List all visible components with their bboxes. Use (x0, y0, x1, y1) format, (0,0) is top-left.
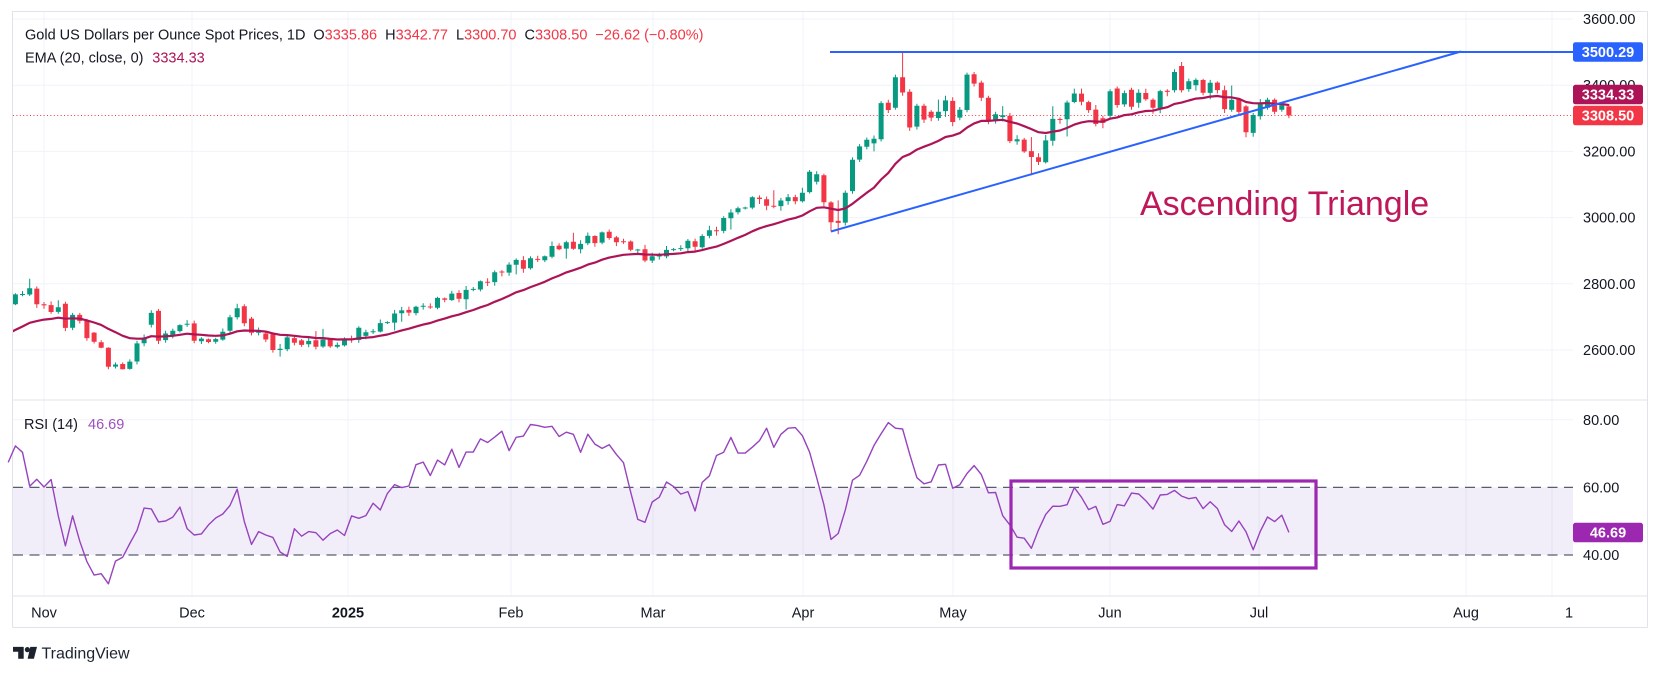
svg-text:80.00: 80.00 (1583, 413, 1619, 429)
svg-text:L3300.70: L3300.70 (456, 28, 517, 44)
svg-text:Apr: Apr (792, 606, 815, 622)
svg-text:46.69: 46.69 (1590, 526, 1626, 542)
svg-text:2025: 2025 (332, 606, 364, 622)
svg-text:2800.00: 2800.00 (1583, 277, 1635, 293)
svg-text:40.00: 40.00 (1583, 548, 1619, 564)
svg-text:Mar: Mar (641, 606, 666, 622)
svg-text:1: 1 (1565, 606, 1573, 622)
svg-text:Ascending Triangle: Ascending Triangle (1140, 185, 1429, 223)
svg-text:Jul: Jul (1250, 606, 1269, 622)
svg-text:Gold US Dollars per Ounce Spot: Gold US Dollars per Ounce Spot Prices, 1… (25, 28, 305, 44)
svg-text:Feb: Feb (499, 606, 524, 622)
svg-text:46.69: 46.69 (88, 417, 124, 433)
svg-text:TradingView: TradingView (42, 646, 130, 663)
svg-text:3308.50: 3308.50 (1582, 109, 1634, 125)
svg-text:3600.00: 3600.00 (1583, 12, 1635, 28)
svg-text:3334.33: 3334.33 (152, 51, 204, 67)
svg-text:H3342.77: H3342.77 (385, 28, 448, 44)
svg-text:O3335.86: O3335.86 (313, 28, 377, 44)
svg-text:Dec: Dec (179, 606, 205, 622)
svg-text:3500.29: 3500.29 (1582, 45, 1634, 61)
svg-text:−26.62 (−0.80%): −26.62 (−0.80%) (595, 28, 703, 44)
svg-text:2600.00: 2600.00 (1583, 343, 1635, 359)
svg-text:3200.00: 3200.00 (1583, 144, 1635, 160)
svg-text:3334.33: 3334.33 (1582, 88, 1634, 104)
svg-text:Nov: Nov (31, 606, 58, 622)
svg-text:Aug: Aug (1453, 606, 1479, 622)
svg-text:May: May (939, 606, 967, 622)
svg-text:C3308.50: C3308.50 (525, 28, 588, 44)
svg-text:3000.00: 3000.00 (1583, 211, 1635, 227)
svg-text:60.00: 60.00 (1583, 480, 1619, 496)
svg-text:EMA (20, close, 0): EMA (20, close, 0) (25, 51, 143, 67)
svg-text:Jun: Jun (1098, 606, 1121, 622)
svg-text:RSI (14): RSI (14) (24, 417, 78, 433)
